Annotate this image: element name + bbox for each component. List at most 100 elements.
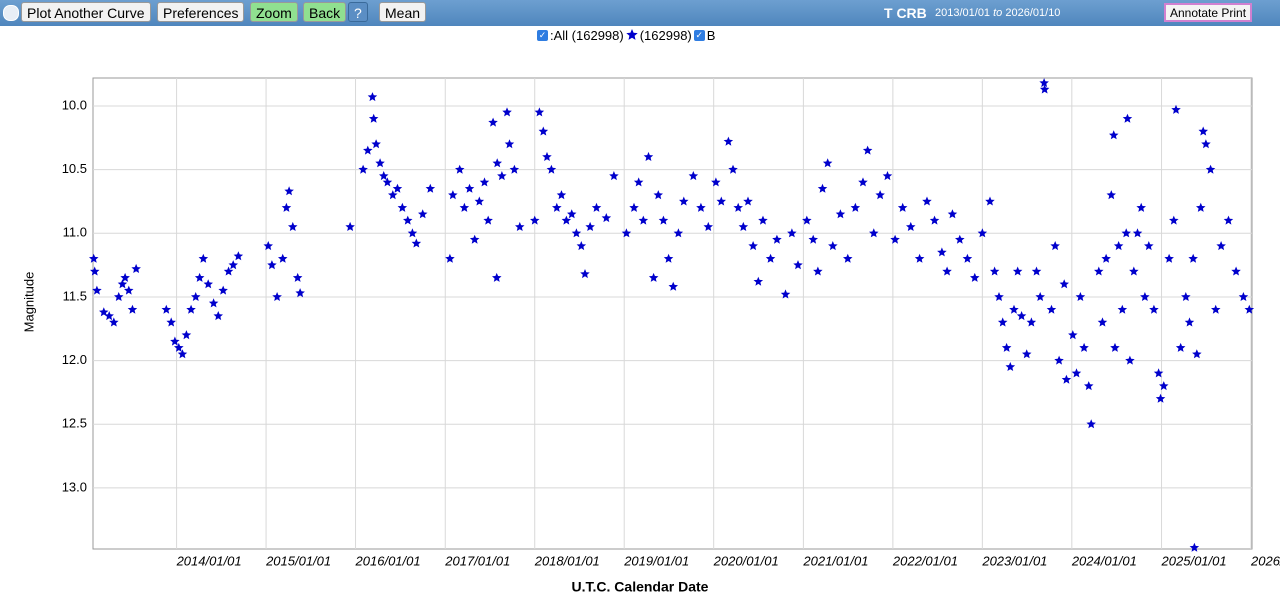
y-tick-label: 13.0 bbox=[62, 479, 87, 494]
data-point bbox=[696, 202, 706, 212]
data-point bbox=[567, 209, 577, 219]
data-point bbox=[1086, 419, 1096, 429]
x-tick-label: 2021/01/01 bbox=[802, 553, 868, 568]
data-point bbox=[397, 202, 408, 212]
checkbox[interactable]: ✓ bbox=[537, 29, 548, 41]
data-point bbox=[1169, 215, 1179, 225]
button[interactable]: Plot Another Curve bbox=[21, 2, 151, 22]
data-point bbox=[92, 285, 102, 295]
data-point bbox=[576, 241, 587, 251]
data-point bbox=[1117, 304, 1128, 314]
data-point bbox=[181, 330, 192, 340]
data-point bbox=[89, 253, 99, 263]
data-point bbox=[358, 164, 368, 174]
data-point bbox=[177, 349, 188, 359]
data-point bbox=[703, 221, 713, 231]
x-axis-label: U.T.C. Calendar Date bbox=[572, 579, 709, 595]
data-point bbox=[1216, 241, 1226, 251]
data-point bbox=[556, 190, 567, 200]
toolbar: Plot Another Curve Preferences Zoom Back… bbox=[0, 0, 1280, 26]
data-point bbox=[897, 202, 908, 212]
legend-series: (162998) bbox=[639, 27, 692, 43]
data-point bbox=[186, 304, 196, 314]
data-point bbox=[688, 171, 699, 181]
data-point bbox=[997, 317, 1008, 327]
data-point bbox=[161, 304, 172, 314]
data-point bbox=[425, 183, 436, 193]
data-point bbox=[1153, 368, 1164, 378]
x-tick-label: 2023/01/01 bbox=[981, 553, 1047, 568]
data-point bbox=[1071, 368, 1082, 378]
data-point bbox=[367, 92, 378, 102]
data-point bbox=[835, 209, 846, 219]
y-tick-label: 11.0 bbox=[63, 225, 87, 240]
y-axis-label: Magnitude bbox=[21, 272, 36, 333]
button[interactable]: Zoom bbox=[250, 2, 298, 22]
data-point bbox=[929, 215, 940, 225]
data-point bbox=[668, 281, 678, 291]
legend-marker bbox=[626, 29, 638, 40]
data-point bbox=[1125, 355, 1135, 365]
data-point bbox=[213, 311, 223, 321]
data-point bbox=[733, 202, 743, 212]
legend-all: :All (162998) bbox=[550, 27, 624, 43]
button[interactable]: Back bbox=[303, 2, 347, 22]
data-point bbox=[1068, 330, 1078, 340]
data-point bbox=[850, 202, 861, 212]
data-point bbox=[1012, 266, 1023, 276]
data-point bbox=[1189, 542, 1200, 552]
data-point bbox=[753, 276, 764, 286]
x-tick-label: 2022/01/01 bbox=[892, 553, 958, 568]
y-tick-label: 12.5 bbox=[62, 416, 87, 431]
data-point bbox=[497, 171, 507, 181]
x-tick-label: 2026/01/01 bbox=[1250, 553, 1280, 568]
x-tick-label: 2024/01/01 bbox=[1071, 553, 1137, 568]
data-point bbox=[104, 311, 114, 321]
data-point bbox=[1155, 393, 1166, 403]
data-point bbox=[633, 177, 644, 187]
data-point bbox=[1122, 113, 1133, 123]
data-point bbox=[504, 139, 515, 149]
y-tick-label: 12.0 bbox=[62, 352, 87, 367]
data-point bbox=[538, 126, 549, 136]
data-point bbox=[492, 158, 502, 168]
legend: ✓ :All (162998) (162998) ✓ B bbox=[537, 27, 715, 43]
data-point bbox=[1059, 279, 1069, 289]
data-point bbox=[272, 292, 282, 301]
data-point bbox=[368, 113, 379, 123]
data-point bbox=[124, 285, 134, 295]
data-point bbox=[808, 234, 818, 244]
data-point bbox=[571, 228, 582, 238]
data-point bbox=[955, 234, 965, 244]
x-tick-label: 2020/01/01 bbox=[713, 553, 779, 568]
data-point bbox=[922, 196, 932, 206]
icon[interactable] bbox=[3, 5, 19, 21]
data-point bbox=[1196, 202, 1206, 212]
data-point bbox=[1171, 104, 1181, 114]
data-point bbox=[474, 196, 485, 206]
data-point bbox=[407, 228, 418, 238]
button[interactable]: Preferences bbox=[157, 2, 245, 22]
data-point bbox=[170, 336, 180, 346]
button[interactable]: ? bbox=[348, 2, 368, 22]
data-point bbox=[723, 136, 734, 146]
data-point bbox=[937, 247, 947, 257]
data-point bbox=[716, 196, 726, 206]
data-point bbox=[653, 190, 663, 200]
data-point bbox=[1201, 139, 1211, 149]
data-point bbox=[813, 266, 823, 276]
annotate-button[interactable]: Annotate Print bbox=[1164, 3, 1253, 22]
data-point bbox=[1198, 126, 1208, 136]
data-point bbox=[1205, 164, 1216, 174]
data-point bbox=[492, 272, 502, 282]
data-point bbox=[464, 183, 475, 193]
checkbox[interactable]: ✓ bbox=[693, 29, 705, 41]
button[interactable]: Mean bbox=[379, 2, 427, 22]
data-point bbox=[530, 215, 540, 225]
data-point bbox=[1097, 317, 1108, 327]
x-tick-label: 2018/01/01 bbox=[534, 553, 600, 568]
data-point bbox=[914, 253, 925, 263]
data-point bbox=[862, 145, 873, 155]
legend-band: B bbox=[706, 27, 716, 43]
data-point bbox=[509, 164, 520, 174]
